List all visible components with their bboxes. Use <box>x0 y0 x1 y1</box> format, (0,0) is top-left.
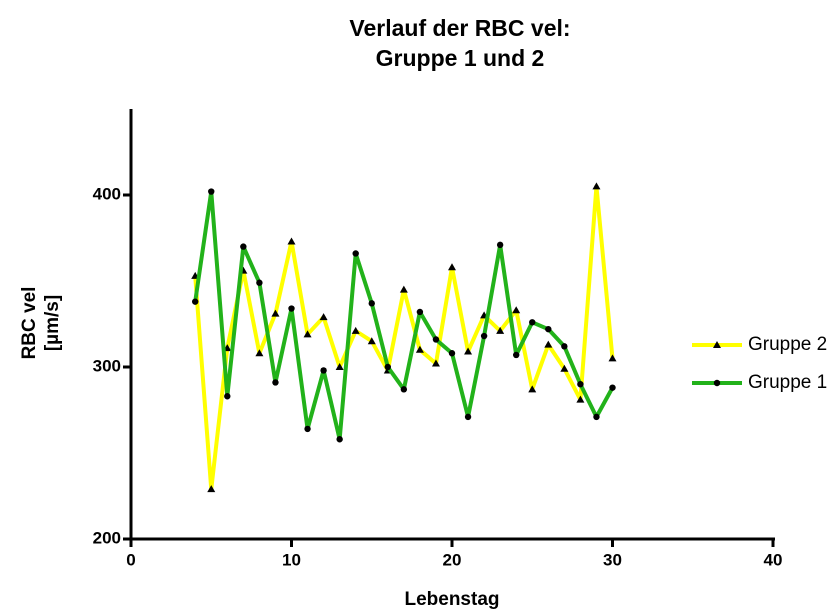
y-axis-label: [µm/s] <box>42 295 63 351</box>
x-tick-label: 10 <box>282 550 301 569</box>
point <box>415 345 424 353</box>
point <box>208 188 215 195</box>
x-tick-label: 20 <box>443 550 462 569</box>
y-tick-label: 300 <box>93 356 121 375</box>
y-tick-label: 400 <box>93 184 121 203</box>
y-axis-label: RBC vel <box>19 287 40 360</box>
legend-marker <box>713 379 721 387</box>
point <box>304 425 311 433</box>
point <box>480 332 488 340</box>
point <box>512 306 521 314</box>
point <box>271 309 280 317</box>
point <box>545 325 552 333</box>
point <box>400 386 408 393</box>
point <box>320 367 327 374</box>
point <box>384 363 391 371</box>
point <box>255 349 264 357</box>
point <box>496 326 505 334</box>
point <box>464 347 473 355</box>
point <box>207 485 216 493</box>
point <box>416 308 424 316</box>
point <box>496 241 504 249</box>
series-line <box>193 184 615 492</box>
point <box>464 413 472 421</box>
point <box>367 337 376 345</box>
legend-label: Gruppe 1 <box>748 372 827 393</box>
point <box>592 182 601 190</box>
point <box>431 359 440 367</box>
legend-label: Gruppe 2 <box>748 334 827 355</box>
point <box>448 350 456 357</box>
chart-title: Gruppe 1 und 2 <box>376 45 545 71</box>
point <box>577 381 584 388</box>
point <box>336 436 343 443</box>
point <box>448 263 456 271</box>
point <box>609 384 616 391</box>
x-axis-label: Lebenstag <box>404 589 499 610</box>
point <box>561 343 568 350</box>
point <box>287 237 296 245</box>
point <box>288 305 295 312</box>
point <box>256 279 263 286</box>
legend-marker <box>713 341 721 348</box>
x-tick-label: 0 <box>126 550 135 569</box>
point <box>544 340 553 348</box>
point <box>335 363 344 370</box>
point <box>529 319 536 326</box>
point <box>528 385 537 393</box>
point <box>608 354 617 362</box>
point <box>432 336 440 343</box>
point <box>351 326 360 334</box>
point <box>224 393 231 400</box>
point <box>272 379 279 386</box>
point <box>303 330 312 338</box>
x-tick-label: 30 <box>603 550 622 569</box>
point <box>513 351 520 359</box>
point <box>560 364 569 372</box>
x-tick-label: 40 <box>764 550 783 569</box>
point <box>576 395 585 403</box>
chart-title: Verlauf der RBC vel: <box>349 15 570 41</box>
point <box>319 313 328 321</box>
point <box>368 300 375 307</box>
point <box>240 243 247 250</box>
point <box>399 285 408 293</box>
point <box>352 250 359 257</box>
point <box>192 298 199 305</box>
point <box>593 413 600 421</box>
y-tick-label: 200 <box>93 528 121 547</box>
series-line <box>193 189 615 442</box>
